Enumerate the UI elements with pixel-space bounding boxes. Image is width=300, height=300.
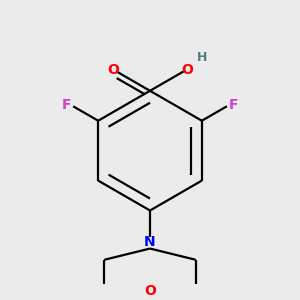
Text: O: O [181, 63, 193, 77]
Text: F: F [62, 98, 71, 112]
Text: O: O [144, 284, 156, 298]
Text: H: H [197, 51, 207, 64]
Text: F: F [229, 98, 238, 112]
Text: N: N [144, 235, 156, 249]
Text: O: O [107, 63, 119, 77]
